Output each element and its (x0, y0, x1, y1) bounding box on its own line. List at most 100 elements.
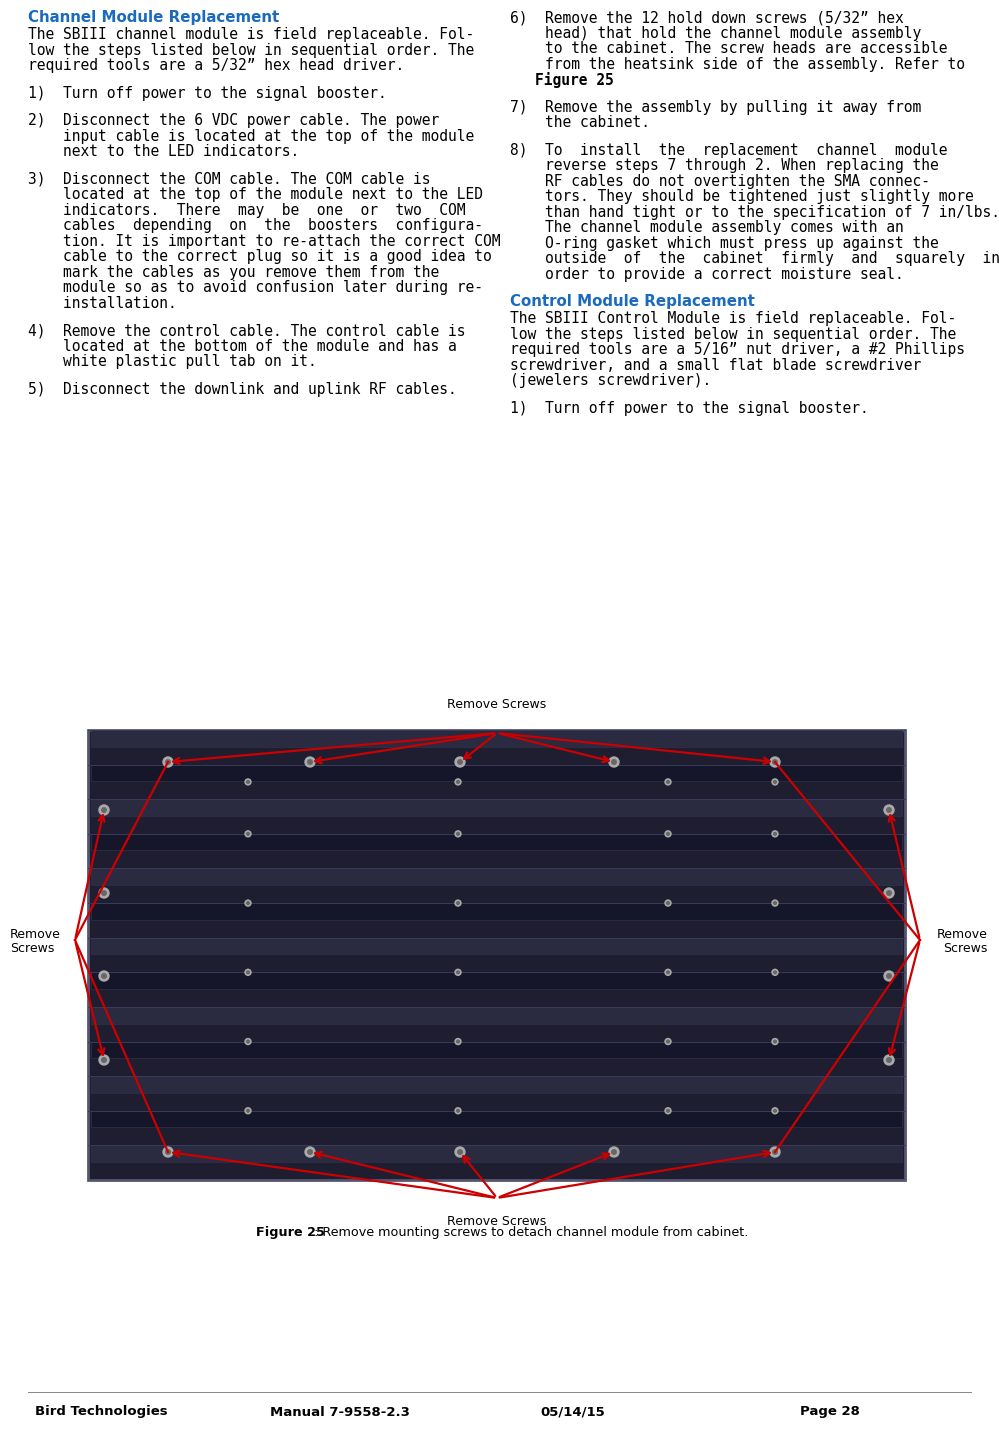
Text: Figure 25: Figure 25 (257, 1226, 326, 1239)
Text: Remove: Remove (10, 927, 61, 942)
Circle shape (245, 1107, 251, 1113)
Text: The SBIII channel module is field replaceable. Fol-: The SBIII channel module is field replac… (28, 27, 475, 41)
Circle shape (609, 757, 619, 767)
Text: reverse steps 7 through 2. When replacing the: reverse steps 7 through 2. When replacin… (510, 159, 939, 173)
Text: .: . (597, 71, 606, 87)
Circle shape (457, 780, 460, 783)
Circle shape (457, 970, 460, 973)
Text: Remove Screws: Remove Screws (448, 1215, 546, 1228)
Bar (91, 799, 902, 816)
Circle shape (666, 970, 669, 973)
Circle shape (666, 1040, 669, 1043)
Circle shape (163, 757, 173, 767)
Circle shape (772, 900, 778, 906)
Text: mark the cables as you remove them from the: mark the cables as you remove them from … (28, 264, 440, 280)
Circle shape (666, 1109, 669, 1112)
Circle shape (772, 1107, 778, 1113)
Circle shape (884, 887, 894, 897)
Text: The SBIII Control Module is field replaceable. Fol-: The SBIII Control Module is field replac… (510, 312, 956, 326)
Circle shape (665, 1039, 671, 1045)
Text: 8)  To  install  the  replacement  channel  module: 8) To install the replacement channel mo… (510, 143, 947, 157)
Text: RF cables do not overtighten the SMA connec-: RF cables do not overtighten the SMA con… (510, 173, 930, 189)
Circle shape (245, 1039, 251, 1045)
Text: screwdriver, and a small flat blade screwdriver: screwdriver, and a small flat blade scre… (510, 357, 921, 373)
Circle shape (455, 900, 461, 906)
Text: module so as to avoid confusion later during re-: module so as to avoid confusion later du… (28, 280, 483, 294)
Circle shape (609, 1147, 619, 1157)
Bar (91, 1076, 902, 1093)
Circle shape (611, 760, 616, 765)
Circle shape (99, 805, 109, 815)
Text: to the cabinet. The screw heads are accessible: to the cabinet. The screw heads are acce… (510, 41, 947, 56)
Circle shape (772, 830, 778, 837)
Text: 6)  Remove the 12 hold down screws (5/32” hex: 6) Remove the 12 hold down screws (5/32”… (510, 10, 904, 24)
Text: cables  depending  on  the  boosters  configura-: cables depending on the boosters configu… (28, 219, 483, 233)
Circle shape (455, 969, 461, 976)
Circle shape (773, 1109, 776, 1112)
Circle shape (773, 780, 776, 783)
Circle shape (455, 1107, 461, 1113)
Text: tion. It is important to re-attach the correct COM: tion. It is important to re-attach the c… (28, 233, 500, 249)
Circle shape (247, 833, 250, 835)
Circle shape (887, 1057, 891, 1062)
Circle shape (247, 902, 250, 905)
Circle shape (163, 1147, 173, 1157)
Text: Remove: Remove (937, 927, 988, 942)
Circle shape (166, 760, 170, 765)
Text: from the heatsink side of the assembly. Refer to: from the heatsink side of the assembly. … (510, 57, 965, 71)
Text: located at the top of the module next to the LED: located at the top of the module next to… (28, 187, 483, 201)
Text: : Remove mounting screws to detach channel module from cabinet.: : Remove mounting screws to detach chann… (315, 1226, 749, 1239)
Circle shape (247, 1040, 250, 1043)
Bar (91, 1007, 902, 1023)
Circle shape (665, 779, 671, 785)
Circle shape (772, 779, 778, 785)
Text: low the steps listed below in sequential order. The: low the steps listed below in sequential… (28, 43, 475, 57)
Circle shape (457, 902, 460, 905)
Circle shape (308, 760, 313, 765)
Circle shape (457, 833, 460, 835)
Text: 05/14/15: 05/14/15 (540, 1406, 604, 1419)
Bar (91, 730, 902, 746)
Text: Screws: Screws (10, 942, 54, 955)
Circle shape (773, 760, 777, 765)
Text: 7)  Remove the assembly by pulling it away from: 7) Remove the assembly by pulling it awa… (510, 100, 921, 114)
Bar (91, 765, 902, 782)
Circle shape (245, 900, 251, 906)
Circle shape (887, 890, 891, 895)
Text: cable to the correct plug so it is a good idea to: cable to the correct plug so it is a goo… (28, 249, 492, 264)
Circle shape (772, 969, 778, 976)
Circle shape (665, 830, 671, 837)
Circle shape (770, 1147, 780, 1157)
Circle shape (245, 779, 251, 785)
Bar (88, 730, 905, 1180)
Text: head) that hold the channel module assembly: head) that hold the channel module assem… (510, 26, 921, 40)
Text: required tools are a 5/32” hex head driver.: required tools are a 5/32” hex head driv… (28, 59, 405, 73)
Circle shape (102, 890, 106, 895)
Circle shape (99, 1055, 109, 1065)
Text: Control Module Replacement: Control Module Replacement (510, 294, 755, 309)
Circle shape (665, 969, 671, 976)
Bar (91, 869, 902, 885)
Text: 1)  Turn off power to the signal booster.: 1) Turn off power to the signal booster. (510, 400, 869, 416)
Text: 5)  Disconnect the downlink and uplink RF cables.: 5) Disconnect the downlink and uplink RF… (28, 382, 457, 396)
Text: Figure 25: Figure 25 (535, 71, 614, 89)
Text: Manual 7-9558-2.3: Manual 7-9558-2.3 (270, 1406, 410, 1419)
Circle shape (102, 1057, 106, 1062)
Circle shape (773, 1040, 776, 1043)
Circle shape (773, 1150, 777, 1155)
Circle shape (773, 833, 776, 835)
Circle shape (665, 900, 671, 906)
Text: the cabinet.: the cabinet. (510, 114, 650, 130)
Text: 1)  Turn off power to the signal booster.: 1) Turn off power to the signal booster. (28, 86, 387, 100)
Text: Bird Technologies: Bird Technologies (35, 1406, 168, 1419)
Bar (91, 1110, 902, 1127)
Circle shape (666, 902, 669, 905)
Circle shape (773, 970, 776, 973)
Bar (91, 1146, 902, 1162)
Bar (91, 835, 902, 850)
Text: indicators.  There  may  be  one  or  two  COM: indicators. There may be one or two COM (28, 203, 466, 217)
Circle shape (457, 1109, 460, 1112)
Text: order to provide a correct moisture seal.: order to provide a correct moisture seal… (510, 266, 904, 282)
Circle shape (884, 805, 894, 815)
Circle shape (887, 807, 891, 812)
